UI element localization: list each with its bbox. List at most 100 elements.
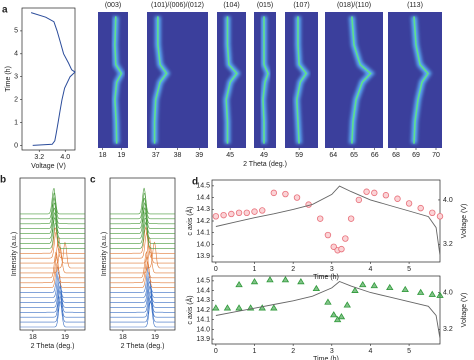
panel-label: d bbox=[192, 177, 198, 188]
diffraction-curve bbox=[20, 227, 85, 254]
x-axis-label: 2 Theta (deg.) bbox=[31, 343, 75, 350]
x-tick-label: 66 bbox=[371, 152, 379, 159]
x-tick-label: 37 bbox=[152, 152, 160, 159]
voltage-line bbox=[215, 280, 441, 339]
data-point bbox=[428, 290, 436, 297]
data-point bbox=[351, 286, 359, 293]
diffraction-curve bbox=[110, 236, 175, 264]
peak-trace bbox=[111, 16, 125, 144]
data-point bbox=[370, 281, 379, 289]
y2-axis-label: Voltage (V) bbox=[461, 204, 468, 239]
panel-label: b bbox=[0, 175, 6, 186]
y-tick-label: 14.4 bbox=[196, 194, 210, 201]
panel-title: (104) bbox=[223, 2, 239, 9]
data-point bbox=[337, 313, 346, 320]
y-tick-label: 14.4 bbox=[196, 287, 210, 294]
diffraction-curve bbox=[20, 265, 85, 293]
x-tick-label: 5 bbox=[407, 348, 411, 355]
axes-frame bbox=[19, 177, 86, 331]
y2-tick-label: 3.2 bbox=[443, 326, 453, 333]
data-point bbox=[235, 280, 243, 288]
data-point bbox=[394, 195, 401, 202]
data-point bbox=[417, 204, 424, 212]
x-tick-label: 1 bbox=[253, 348, 257, 355]
diffraction-curve bbox=[110, 231, 175, 259]
y2-tick-label: 4.0 bbox=[443, 289, 453, 296]
panel-title: (018)/(110) bbox=[337, 2, 371, 9]
panel-title: (107) bbox=[293, 2, 309, 9]
data-point bbox=[259, 207, 266, 214]
data-point bbox=[343, 301, 351, 308]
y-tick-label: 2 bbox=[14, 96, 18, 103]
diffraction-curve bbox=[20, 237, 85, 264]
y2-tick-label: 4.0 bbox=[443, 197, 453, 204]
peak-line bbox=[413, 16, 430, 144]
x-tick-label: 59 bbox=[295, 152, 303, 159]
peak-trace bbox=[151, 16, 171, 144]
data-point bbox=[282, 190, 289, 198]
diffraction-curve bbox=[110, 251, 175, 279]
x-tick-label: 38 bbox=[174, 152, 182, 159]
diffraction-curve bbox=[110, 285, 175, 313]
data-point bbox=[401, 285, 409, 292]
diffraction-curve bbox=[110, 271, 175, 298]
x-tick-label: 0 bbox=[214, 348, 218, 355]
y-tick-label: 14.2 bbox=[196, 218, 210, 225]
data-point bbox=[317, 215, 324, 222]
diffraction-curve bbox=[20, 271, 85, 298]
x-tick-label: 64 bbox=[329, 152, 337, 159]
diffraction-curve bbox=[20, 216, 85, 244]
diffraction-curve bbox=[20, 285, 85, 313]
diffraction-curve bbox=[20, 192, 85, 220]
diffraction-curve bbox=[20, 207, 85, 234]
peak-trace bbox=[348, 16, 375, 144]
data-point bbox=[250, 278, 259, 285]
voltage-line bbox=[215, 185, 441, 256]
diffraction-curve bbox=[110, 201, 175, 229]
diffraction-curve bbox=[110, 261, 175, 288]
diffraction-curve bbox=[110, 265, 175, 293]
y-tick-label: 14.1 bbox=[196, 230, 210, 237]
data-point bbox=[212, 213, 220, 220]
data-point bbox=[251, 208, 258, 215]
peak-trace bbox=[293, 16, 310, 144]
diffraction-curve bbox=[20, 211, 85, 239]
data-point bbox=[371, 189, 378, 197]
y-tick-label: 1 bbox=[14, 119, 18, 126]
y-tick-label: 3 bbox=[14, 74, 18, 81]
panel-title: (101)/(006)/(012) bbox=[151, 2, 204, 9]
diffraction-curve bbox=[20, 301, 85, 328]
panel-title: (113) bbox=[407, 2, 423, 9]
data-point bbox=[363, 188, 370, 195]
peak-line bbox=[114, 16, 123, 144]
panel-title: (003) bbox=[105, 2, 121, 9]
data-point bbox=[324, 231, 332, 239]
data-point bbox=[347, 215, 355, 222]
x-tick-label: 39 bbox=[195, 152, 203, 159]
y-tick-label: 14.5 bbox=[196, 278, 210, 285]
peak-line bbox=[225, 16, 238, 144]
peak-line bbox=[295, 16, 308, 144]
x-tick-label: 18 bbox=[99, 152, 107, 159]
x-tick-label: 68 bbox=[392, 152, 400, 159]
peak-trace bbox=[411, 16, 432, 144]
diffraction-curve bbox=[110, 192, 175, 220]
axes-frame bbox=[211, 179, 441, 263]
data-point bbox=[312, 284, 321, 292]
x-axis-label: Voltage (V) bbox=[31, 163, 66, 170]
data-point bbox=[235, 209, 243, 216]
data-point bbox=[342, 235, 349, 242]
x-tick-label: 3.2 bbox=[34, 154, 44, 161]
diffraction-curve bbox=[20, 231, 85, 259]
data-point bbox=[416, 288, 425, 295]
x-tick-label: 18 bbox=[119, 334, 127, 341]
diffraction-curve bbox=[20, 255, 85, 284]
diffraction-curve bbox=[20, 280, 85, 308]
axes-frame bbox=[21, 7, 76, 151]
x-tick-label: 65 bbox=[350, 152, 358, 159]
diffraction-curve bbox=[110, 299, 175, 328]
y-tick-label: 13.9 bbox=[196, 336, 210, 343]
data-point bbox=[223, 304, 232, 311]
x-tick-label: 19 bbox=[61, 334, 69, 341]
y-tick-label: 14.2 bbox=[196, 307, 210, 314]
